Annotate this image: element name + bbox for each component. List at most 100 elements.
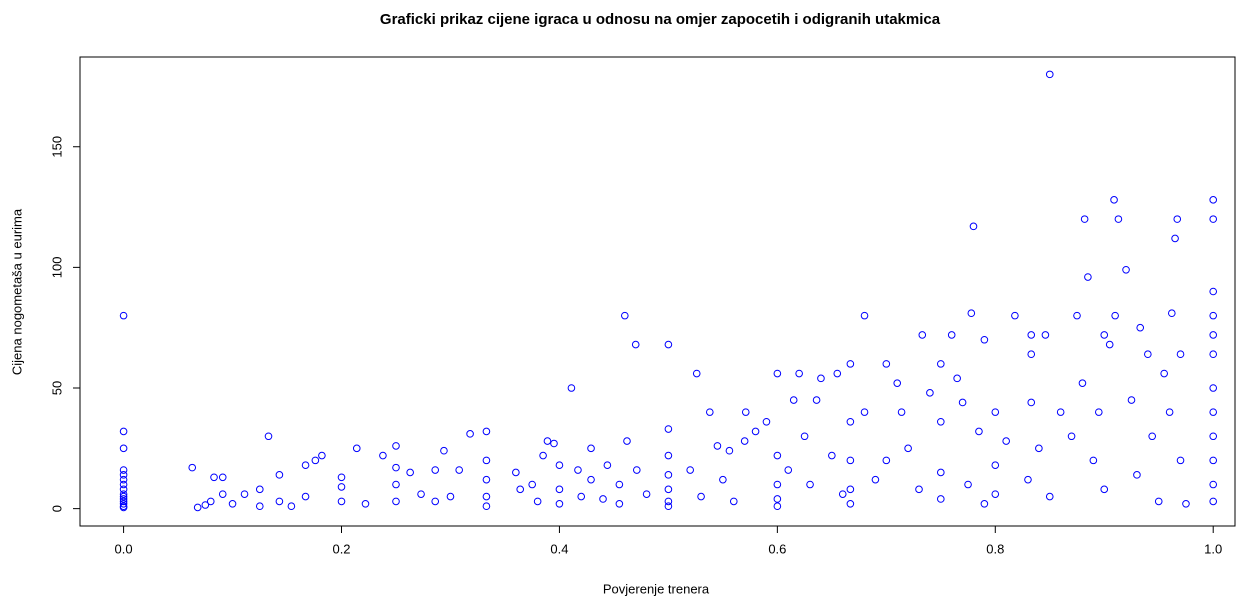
point	[967, 309, 976, 318]
point	[1089, 456, 1098, 465]
point	[991, 490, 1000, 498]
plot-frame	[79, 56, 1236, 527]
point	[975, 427, 983, 436]
x-axis-label: Povjerenje trenera	[603, 581, 710, 596]
point	[1209, 196, 1218, 204]
point	[729, 497, 738, 506]
point	[119, 466, 128, 474]
point	[706, 408, 714, 416]
point	[379, 451, 387, 460]
point	[431, 466, 440, 474]
point	[1209, 456, 1218, 465]
point	[926, 389, 934, 397]
point	[240, 490, 249, 498]
point	[860, 408, 869, 416]
point	[621, 311, 629, 320]
point	[1100, 331, 1109, 339]
point	[539, 451, 547, 460]
point	[725, 446, 734, 455]
point	[784, 466, 793, 474]
point	[603, 461, 612, 470]
point	[1136, 323, 1145, 332]
point	[1080, 215, 1089, 223]
point	[789, 396, 798, 404]
point	[337, 497, 346, 506]
point	[587, 444, 595, 453]
point	[642, 490, 651, 498]
point	[1133, 471, 1141, 479]
point	[741, 408, 750, 416]
y-tick-label: 0	[49, 505, 64, 512]
point	[466, 430, 474, 438]
point	[599, 495, 607, 503]
point	[846, 360, 855, 368]
point	[773, 451, 782, 460]
point	[623, 437, 631, 445]
point	[664, 485, 673, 494]
point	[577, 492, 586, 501]
point	[1027, 398, 1036, 407]
x-tick-label: 0.6	[768, 541, 786, 556]
point	[631, 340, 640, 349]
point	[964, 480, 972, 489]
point	[1084, 273, 1092, 281]
point	[1078, 379, 1087, 387]
point	[455, 466, 463, 474]
point	[406, 468, 414, 477]
point	[980, 500, 989, 508]
point	[218, 473, 227, 482]
point	[664, 497, 673, 506]
point	[1094, 408, 1103, 416]
point	[918, 331, 927, 339]
point	[255, 502, 264, 511]
point	[275, 497, 284, 506]
point	[1209, 287, 1218, 296]
point	[846, 417, 855, 426]
point	[937, 495, 945, 503]
x-tick-label: 0.2	[332, 541, 350, 556]
point	[692, 369, 701, 378]
point	[119, 475, 128, 484]
point	[188, 463, 197, 472]
x-tick-label: 0.8	[986, 541, 1004, 556]
point	[1209, 215, 1218, 223]
point	[555, 461, 564, 470]
point	[1027, 350, 1036, 359]
x-tick-label: 0.0	[115, 541, 133, 556]
point	[915, 485, 923, 494]
x-tick-label: 0.4	[550, 541, 568, 556]
point	[1171, 234, 1179, 243]
point	[119, 503, 128, 512]
point	[352, 444, 361, 453]
point	[882, 456, 891, 465]
point	[1209, 480, 1218, 489]
point	[287, 502, 296, 511]
point	[1144, 350, 1152, 359]
point	[1002, 437, 1010, 445]
point	[615, 480, 624, 489]
point	[119, 471, 128, 479]
point	[713, 442, 722, 450]
point	[838, 490, 847, 498]
point	[664, 451, 673, 460]
point	[1110, 196, 1118, 204]
point	[337, 483, 346, 491]
point	[1035, 444, 1043, 453]
point	[1045, 70, 1054, 79]
point	[937, 468, 945, 477]
point	[392, 442, 400, 450]
point	[1176, 350, 1185, 359]
chart-title: Graficki prikaz cijene igraca u odnosu n…	[380, 11, 941, 28]
point	[800, 432, 809, 441]
point	[1100, 485, 1109, 494]
point	[958, 398, 967, 407]
point	[1209, 331, 1218, 339]
point	[882, 360, 891, 368]
point	[1027, 331, 1036, 339]
point	[1067, 432, 1076, 441]
point	[301, 461, 310, 470]
point	[1114, 215, 1123, 223]
point	[1209, 384, 1218, 392]
point	[440, 446, 448, 455]
